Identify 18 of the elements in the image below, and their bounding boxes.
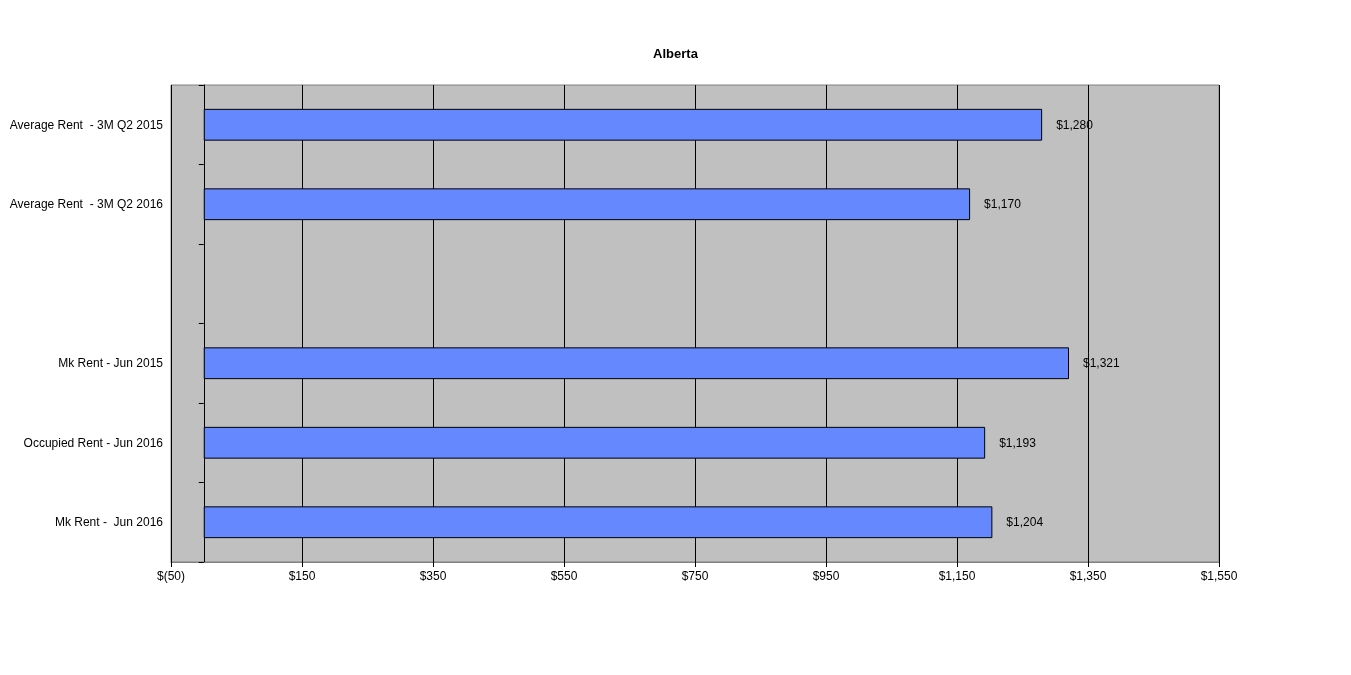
x-tick-label: $550 bbox=[550, 569, 578, 583]
y-tick-label: Occupied Rent - Jun 2016 bbox=[23, 435, 164, 450]
y-tick-label: Mk Rent - Jun 2016 bbox=[54, 515, 164, 530]
x-tick-label: $750 bbox=[681, 569, 709, 583]
x-tick-label: $1,550 bbox=[1200, 569, 1238, 583]
x-tick-label: $(50) bbox=[156, 569, 186, 583]
chart-title: Alberta bbox=[653, 46, 699, 61]
x-tick-label: $350 bbox=[419, 569, 447, 583]
y-tick-label: Average Rent - 3M Q2 2015 bbox=[9, 117, 164, 132]
y-tick-label: Mk Rent - Jun 2015 bbox=[58, 356, 164, 371]
x-tick-label: $1,150 bbox=[938, 569, 976, 583]
data-label: $1,204 bbox=[1006, 515, 1044, 530]
y-tick-label: Average Rent - 3M Q2 2016 bbox=[9, 197, 164, 212]
x-tick-label: $1,350 bbox=[1069, 569, 1107, 583]
x-tick-label: $950 bbox=[812, 569, 840, 583]
x-tick-label: $150 bbox=[288, 569, 316, 583]
data-label: $1,193 bbox=[999, 435, 1037, 450]
data-label: $1,170 bbox=[984, 197, 1022, 212]
